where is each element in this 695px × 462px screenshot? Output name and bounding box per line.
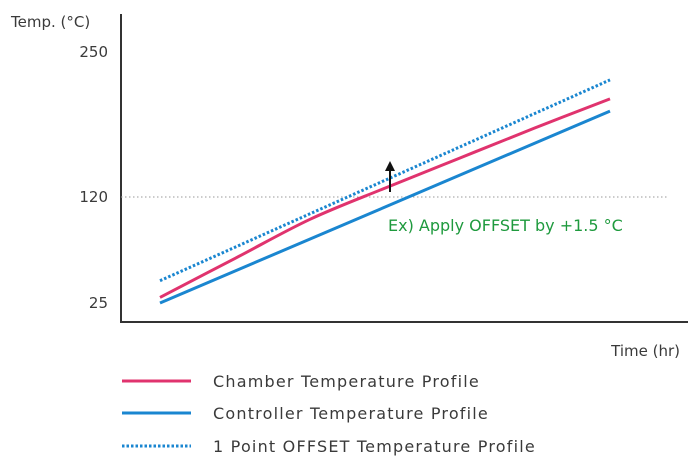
x-axis-label: Time (hr)	[610, 342, 680, 360]
offset-arrow-head	[385, 161, 395, 171]
y-tick-label: 250	[79, 43, 108, 61]
y-axis-label: Temp. (°C)	[10, 13, 90, 31]
y-tick-label: 25	[89, 294, 108, 312]
y-tick-label: 120	[79, 188, 108, 206]
legend-label-controller: Controller Temperature Profile	[213, 404, 489, 423]
series-chamber-line	[159, 97, 611, 299]
series-controller-line	[159, 109, 611, 305]
series-offset-line	[159, 78, 611, 283]
annotation-text: Ex) Apply OFFSET by +1.5 °C	[388, 216, 623, 235]
legend-label-chamber: Chamber Temperature Profile	[213, 372, 480, 391]
legend-label-offset: 1 Point OFFSET Temperature Profile	[213, 437, 536, 456]
